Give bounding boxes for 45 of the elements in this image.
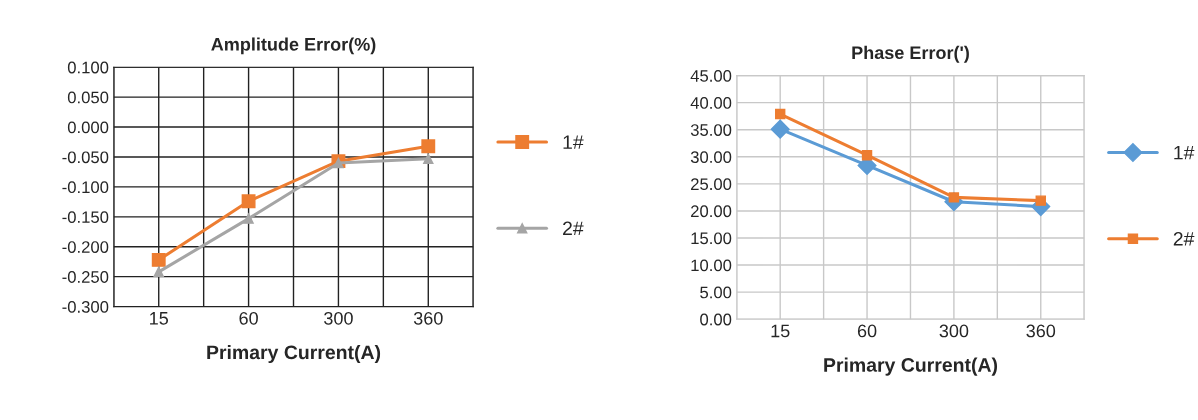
- x-tick-label: 15: [150, 312, 169, 325]
- y-tick-label: -0.250: [62, 271, 109, 283]
- x-axis-title: Primary Current(A): [824, 357, 998, 376]
- point: [774, 108, 786, 120]
- point: [421, 139, 436, 154]
- y-tick-label: -0.150: [62, 211, 109, 224]
- y-tick-label: 5.00: [700, 286, 732, 299]
- point: [151, 252, 166, 267]
- legend-label: 2#: [563, 221, 584, 236]
- y-tick-label: 45.00: [690, 70, 732, 82]
- x-tick-label: 360: [1026, 324, 1056, 338]
- y-tick-label: 0.050: [67, 91, 109, 104]
- x-axis-title: Primary Current(A): [207, 344, 381, 364]
- y-tick-label: 25.00: [691, 178, 732, 191]
- point: [241, 194, 256, 209]
- chart-title: Phase Error('): [852, 45, 969, 63]
- point: [153, 266, 164, 278]
- y-tick-label: 15.00: [691, 232, 732, 245]
- y-tick-label: -0.050: [62, 151, 109, 164]
- legend-label: 1#: [1174, 145, 1195, 160]
- x-tick-label: 360: [413, 311, 443, 325]
- point: [1035, 195, 1046, 206]
- legend-label: 2#: [1173, 231, 1195, 246]
- x-tick-label: 15: [771, 324, 790, 338]
- x-tick-label: 300: [939, 324, 969, 338]
- y-tick-label: 30.00: [690, 151, 732, 163]
- y-tick-label: 40.00: [690, 97, 732, 109]
- y-tick-label: 20.00: [691, 205, 732, 218]
- legend-label: 1#: [563, 135, 584, 149]
- chart-title: Amplitude Error(%): [211, 37, 376, 55]
- y-tick-label: 0.100: [67, 61, 109, 74]
- y-tick-label: -0.200: [62, 241, 109, 253]
- point: [770, 119, 790, 139]
- y-tick-label: 10.00: [691, 259, 732, 272]
- point: [861, 149, 873, 161]
- x-tick-label: 60: [239, 311, 258, 325]
- x-tick-label: 60: [857, 324, 877, 338]
- point: [243, 213, 254, 224]
- y-tick-label: 0.00: [700, 313, 732, 326]
- y-tick-label: 0.000: [67, 121, 109, 134]
- y-tick-label: -0.300: [62, 301, 109, 313]
- point: [423, 153, 434, 164]
- y-tick-label: 35.00: [690, 124, 732, 136]
- y-tick-label: -0.100: [62, 181, 109, 194]
- x-tick-label: 300: [324, 311, 353, 325]
